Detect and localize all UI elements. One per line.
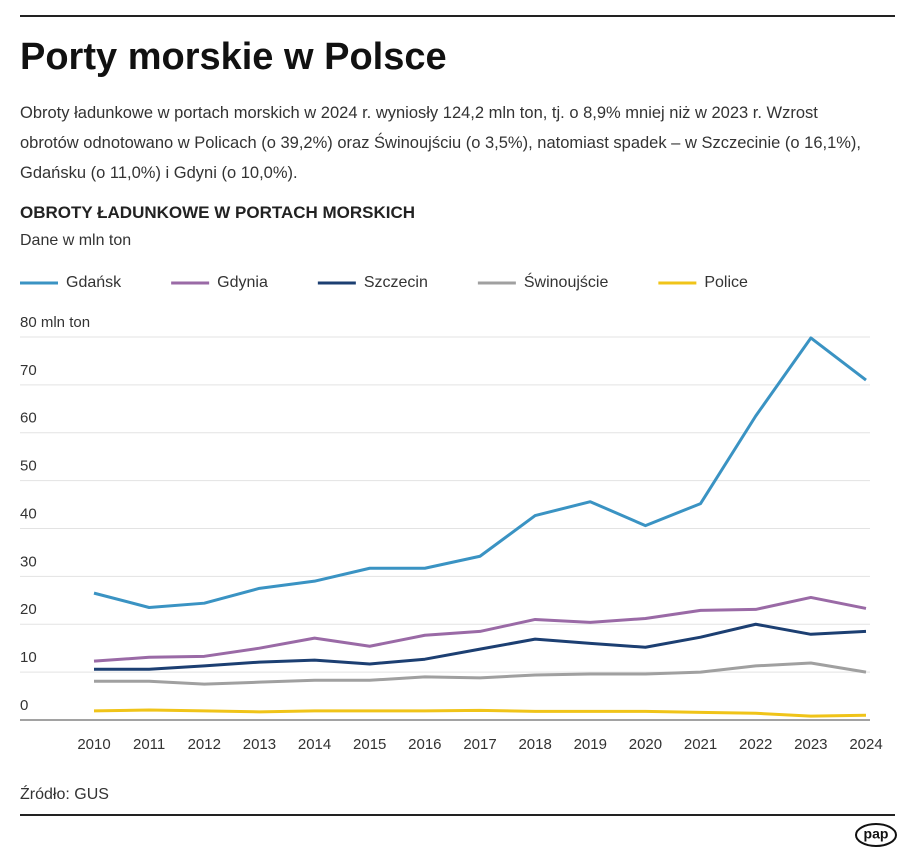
title: Porty morskie w Polsce [20, 36, 447, 78]
line [94, 622, 867, 671]
x-tick-label: 2022 [739, 736, 772, 753]
legend-label: Police [704, 274, 748, 291]
y-axis-label: Dane w mln ton [20, 232, 132, 249]
x-tick-label: 2014 [298, 736, 331, 753]
line [93, 336, 867, 609]
x-tick-label: 2020 [629, 736, 662, 753]
y-tick-label: 60 [20, 410, 37, 427]
subtitle: Obroty ładunkowe w portach morskich w 20… [20, 104, 862, 182]
legend-label: Świnoujście [524, 272, 609, 291]
x-tick-label: 2010 [77, 736, 110, 753]
y-tick-label: 0 [20, 697, 28, 714]
y-tick-label: 20 [20, 601, 37, 618]
x-tick-label: 2013 [243, 736, 276, 753]
line [94, 661, 867, 686]
x-tick-label: 2016 [408, 736, 441, 753]
y-tick-label: 70 [20, 362, 37, 379]
y-tick-label: 10 [20, 649, 37, 666]
x-tick-label: 2023 [794, 736, 827, 753]
y-tick-label: 50 [20, 458, 37, 475]
y-tick-label: 30 [20, 553, 37, 570]
source: Źródło: GUS [20, 786, 109, 803]
legend-label: Gdynia [217, 274, 268, 291]
x-tick-label: 2012 [188, 736, 221, 753]
x-tick-label: 2019 [574, 736, 607, 753]
chart-title: OBROTY ŁADUNKOWE W PORTACH MORSKICH [20, 203, 416, 222]
logo: pap [864, 826, 889, 842]
y-tick-label: 40 [20, 505, 37, 522]
logo-frame [855, 823, 897, 847]
x-tick-label: 2018 [518, 736, 551, 753]
x-tick-label: 2021 [684, 736, 717, 753]
line [93, 708, 867, 718]
x-tick-label: 2015 [353, 736, 386, 753]
legend-label: Gdańsk [66, 274, 122, 291]
legend-label: Szczecin [364, 274, 428, 291]
x-tick-label: 2024 [849, 736, 882, 753]
line [93, 595, 867, 663]
x-tick-label: 2011 [133, 736, 165, 753]
y-tick-label: 80 mln ton [20, 314, 90, 331]
x-tick-label: 2017 [463, 736, 496, 753]
